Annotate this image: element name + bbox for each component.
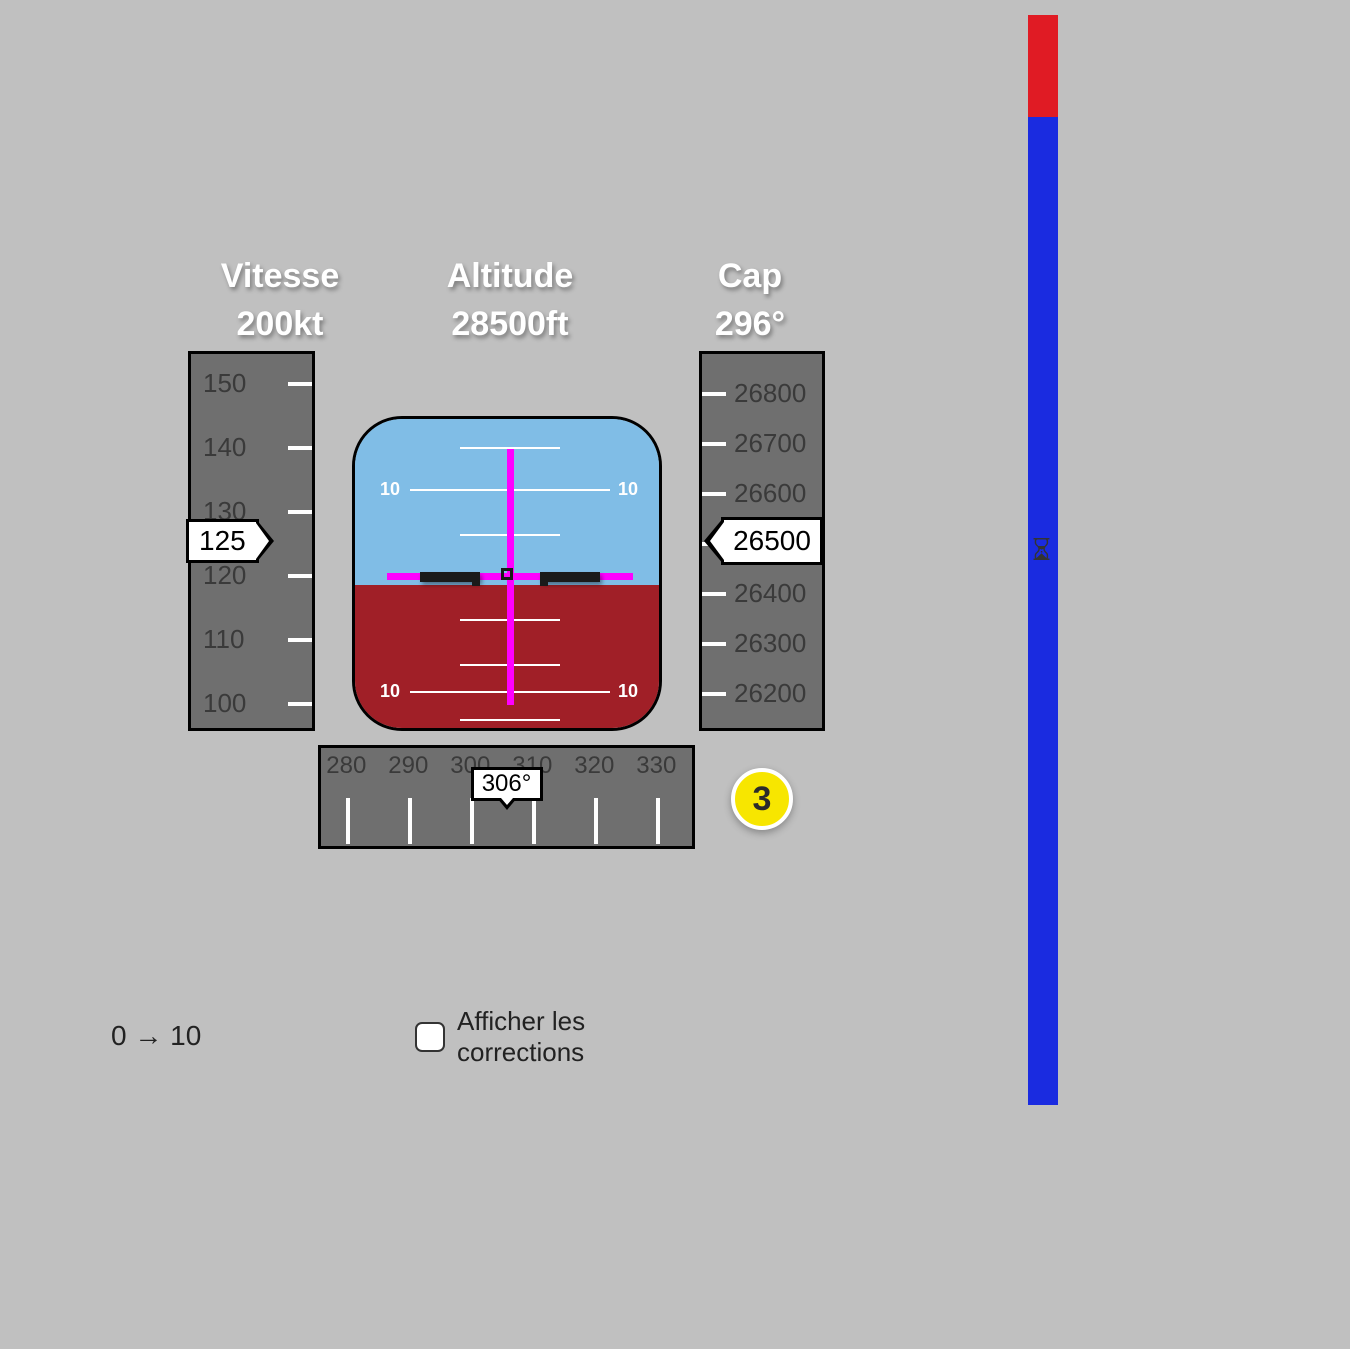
attitude-pitch-line [460, 719, 560, 721]
altitude-tick [702, 692, 726, 696]
heading-tick [656, 798, 660, 844]
altitude-header: Altitude 28500ft [420, 253, 600, 348]
heading-value: 296° [700, 301, 800, 349]
heading-header: Cap 296° [700, 253, 800, 348]
speed-tick-label: 120 [203, 560, 246, 591]
heading-readout-arrow-inner [501, 798, 513, 805]
speed-readout-arrow-inner [256, 523, 269, 559]
altitude-tick [702, 592, 726, 596]
altitude-tick-label: 26100 [734, 728, 806, 731]
heading-tick-label: 290 [388, 752, 428, 780]
speed-title: Vitesse [200, 253, 360, 301]
timer-badge: 3 [731, 768, 793, 830]
speed-tick [288, 382, 312, 386]
heading-tick [594, 798, 598, 844]
heading-tick [346, 798, 350, 844]
heading-readout: 306° [471, 767, 543, 801]
attitude-plane-wing-drop-left [472, 572, 480, 586]
altitude-tick-label: 26400 [734, 578, 806, 609]
progress-bar-red [1028, 15, 1058, 117]
attitude-pitch-label-left: 10 [380, 681, 400, 702]
speed-readout-value: 125 [199, 525, 246, 557]
altitude-readout: 26500 [721, 517, 823, 565]
progress-bar-blue [1028, 117, 1058, 1105]
speed-readout: 125 [186, 519, 259, 563]
attitude-plane-center [501, 568, 513, 580]
altitude-readout-arrow-inner [710, 522, 724, 560]
altitude-tick-label: 26600 [734, 478, 806, 509]
altitude-tick-label: 26300 [734, 628, 806, 659]
altitude-readout-value: 26500 [733, 525, 811, 557]
altitude-title: Altitude [420, 253, 600, 301]
heading-tick-label: 320 [574, 752, 614, 780]
altitude-tick-label: 26200 [734, 678, 806, 709]
show-corrections-checkbox[interactable] [415, 1022, 445, 1052]
attitude-pitch-label-left: 10 [380, 479, 400, 500]
hourglass-icon: ⏳︎ [1032, 534, 1051, 568]
altitude-tick-label: 26900 [734, 351, 806, 359]
speed-tick [288, 510, 312, 514]
attitude-plane-wing-left [420, 572, 480, 582]
show-corrections-label-line1: Afficher les [457, 1006, 585, 1037]
attitude-pitch-label-right: 10 [618, 479, 638, 500]
speed-value: 200kt [200, 301, 360, 349]
show-corrections-checkbox-wrap: Afficher les corrections [415, 1006, 585, 1068]
show-corrections-label: Afficher les corrections [457, 1006, 585, 1068]
speed-tick-label: 140 [203, 432, 246, 463]
altitude-tick [702, 642, 726, 646]
heading-tick-label: 330 [636, 752, 676, 780]
attitude-plane-wing-drop-right [540, 572, 548, 586]
speed-tick-label: 110 [203, 624, 244, 655]
timer-value: 3 [753, 780, 772, 819]
altitude-tick [702, 492, 726, 496]
speed-tick-label: 100 [203, 688, 246, 719]
altitude-tick-label: 26700 [734, 428, 806, 459]
speed-header: Vitesse 200kt [200, 253, 360, 348]
heading-tick [532, 798, 536, 844]
altitude-tick-label: 26800 [734, 378, 806, 409]
heading-tick [470, 798, 474, 844]
altitude-tick [702, 392, 726, 396]
altitude-value: 28500ft [420, 301, 600, 349]
attitude-plane-wing-right [540, 572, 600, 582]
attitude-indicator: 10 10 10 10 [352, 416, 662, 731]
speed-tick [288, 702, 312, 706]
altitude-tick [702, 442, 726, 446]
speed-tick [288, 574, 312, 578]
heading-title: Cap [700, 253, 800, 301]
range-label: 0 → 10 [111, 1020, 201, 1052]
speed-tick [288, 638, 312, 642]
range-text: 0 → 10 [111, 1020, 201, 1051]
heading-tick-label: 280 [326, 752, 366, 780]
attitude-pitch-label-right: 10 [618, 681, 638, 702]
heading-tick [408, 798, 412, 844]
speed-tick-label: 150 [203, 368, 246, 399]
show-corrections-label-line2: corrections [457, 1037, 585, 1068]
speed-tick [288, 446, 312, 450]
